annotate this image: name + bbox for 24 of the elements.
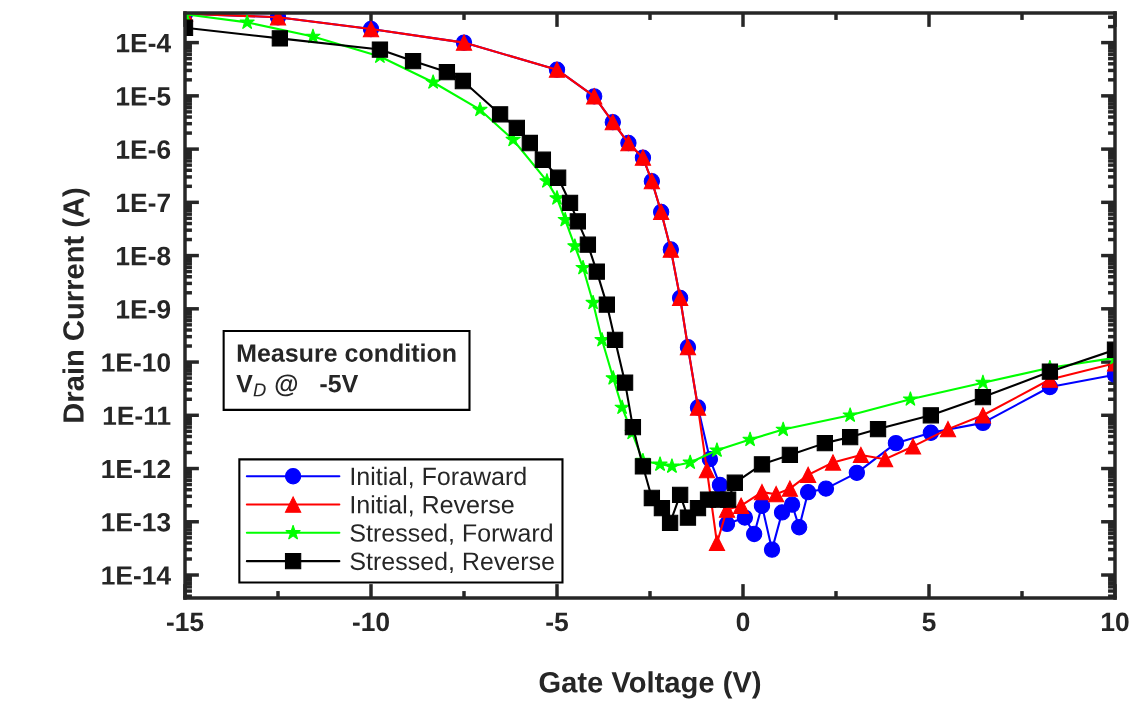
x-tick-label: -5 [546, 612, 568, 632]
x-tick-label: 5 [922, 612, 936, 632]
x-tick-label: 0 [736, 612, 750, 632]
y-tick-label: 1E-7 [117, 193, 170, 212]
y-tick-label: 1E-9 [117, 299, 171, 319]
legend-label: Initial, Foraward [351, 466, 526, 489]
y-tick-label: 1E-10 [102, 353, 171, 372]
x-axis-title: Gate Voltage (V) [539, 671, 761, 699]
y-tick-label: 1E-6 [117, 140, 171, 159]
legend-label: Stressed, Forward [350, 523, 552, 545]
y-tick-label: 1E-8 [117, 246, 171, 266]
legend-label: Stressed, Reverse [350, 551, 554, 574]
y-tick-label: 1E-14 [102, 566, 171, 585]
annotation: Measure condition V$_{D}$ @ -5V [236, 343, 456, 397]
y-tick-label: 1E-5 [117, 87, 171, 106]
y-axis-title: Drain Current (A) [62, 188, 90, 422]
y-tick-label: 1E-12 [102, 459, 171, 479]
x-tick-label: 10 [1101, 612, 1129, 632]
x-tick-label: -15 [166, 612, 204, 632]
y-tick-label: 1E-4 [117, 34, 171, 53]
legend-label: Initial, Reverse [351, 495, 514, 517]
y-tick-label: 1E-11 [103, 406, 171, 425]
x-tick-label: -10 [352, 612, 389, 632]
y-tick-label: 1E-13 [102, 512, 171, 532]
